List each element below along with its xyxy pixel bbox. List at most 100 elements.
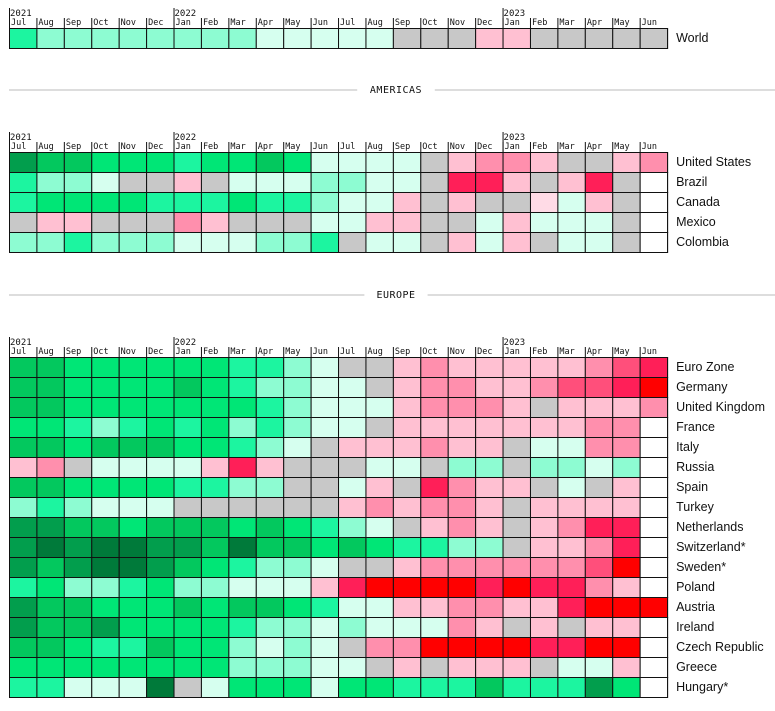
heatmap-cell [420, 677, 449, 698]
heatmap-cell [338, 28, 367, 49]
heatmap-cell [228, 397, 257, 418]
heatmap-cell [36, 557, 65, 578]
heatmap-cell [338, 212, 367, 233]
month-label: Mar [559, 142, 574, 152]
heatmap-cell [502, 677, 531, 698]
heatmap-cell [529, 457, 559, 478]
heatmap-cell [365, 377, 394, 398]
heatmap-cell [200, 517, 230, 538]
heatmap-cell [557, 537, 586, 558]
heatmap-cell [63, 357, 93, 378]
heatmap-cell [63, 677, 93, 698]
heatmap-cell [338, 457, 367, 478]
heatmap-cell [146, 637, 175, 658]
heatmap-cell [529, 637, 559, 658]
month-label: Aug [38, 347, 53, 357]
heatmap-cell [447, 597, 477, 618]
heatmap-cell [118, 457, 148, 478]
heatmap-cell [255, 477, 285, 498]
heatmap-cell [146, 497, 175, 518]
heatmap-cell [9, 597, 38, 618]
month-label: Apr [258, 347, 273, 357]
heatmap-cell [529, 517, 559, 538]
heatmap-cell [118, 397, 148, 418]
heatmap-cell [502, 28, 531, 49]
heatmap-cell [529, 377, 559, 398]
heatmap-cell [146, 457, 175, 478]
heatmap-cell [200, 537, 230, 558]
heatmap-cell [63, 437, 93, 458]
heatmap-cell [91, 677, 120, 698]
row-label-greece: Greece [676, 660, 717, 674]
month-label: Sep [66, 18, 81, 28]
heatmap-cell [228, 377, 257, 398]
heatmap-cell [283, 397, 312, 418]
heatmap-cell [612, 397, 641, 418]
heatmap-cell [584, 457, 614, 478]
month-label: Dec [148, 18, 163, 28]
heatmap-cell [173, 417, 202, 438]
heatmap-cell [146, 377, 175, 398]
month-label: Feb [532, 347, 547, 357]
heatmap-cell [447, 212, 477, 233]
heatmap-cell [118, 637, 148, 658]
heatmap-cell [557, 357, 586, 378]
heatmap-cell [392, 677, 422, 698]
month-label: Feb [532, 18, 547, 28]
heatmap-cell [584, 637, 614, 658]
heatmap-cell [365, 417, 394, 438]
heatmap-cell [310, 212, 340, 233]
heatmap-cell [283, 617, 312, 638]
heatmap-cell [338, 437, 367, 458]
heatmap-cell [639, 637, 669, 658]
heatmap-cell [146, 152, 175, 173]
heatmap-cell [283, 417, 312, 438]
heatmap-cell [502, 172, 531, 193]
heatmap-cell [228, 212, 257, 233]
heatmap-cell [502, 232, 531, 253]
heatmap-cell [502, 497, 531, 518]
month-label: Dec [148, 347, 163, 357]
heatmap-cell [392, 397, 422, 418]
heatmap-cell [310, 657, 340, 678]
heatmap-cell [36, 577, 65, 598]
heatmap-cell [63, 28, 93, 49]
heatmap-cell [365, 212, 394, 233]
heatmap-cell [338, 577, 367, 598]
heatmap-cell [447, 457, 477, 478]
heatmap-cell [639, 457, 669, 478]
heatmap-cell [36, 152, 65, 173]
heatmap-cell [420, 657, 449, 678]
heatmap-cell [173, 172, 202, 193]
heatmap-cell [146, 212, 175, 233]
heatmap-cell [475, 28, 504, 49]
heatmap-cell [36, 212, 65, 233]
heatmap-cell [310, 417, 340, 438]
heatmap-cell [200, 212, 230, 233]
heatmap-cell [173, 28, 202, 49]
heatmap-cell [283, 212, 312, 233]
row-label-canada: Canada [676, 195, 720, 209]
heatmap-cell [310, 557, 340, 578]
month-label: Jun [642, 142, 657, 152]
heatmap-cell [310, 172, 340, 193]
heatmap-cell [365, 517, 394, 538]
heatmap-cell [63, 557, 93, 578]
heatmap-cell [118, 357, 148, 378]
month-label: Feb [203, 142, 218, 152]
year-label-2021: 2021 [10, 133, 32, 143]
heatmap-cell [338, 397, 367, 418]
heatmap-cell [365, 677, 394, 698]
heatmap-cell [283, 577, 312, 598]
year-label-2022: 2022 [175, 338, 197, 348]
heatmap-cell [612, 192, 641, 213]
row-label-poland: Poland [676, 580, 715, 594]
heatmap-cell [36, 617, 65, 638]
heatmap-cell [173, 637, 202, 658]
heatmap-cell [447, 517, 477, 538]
heatmap-cell [365, 397, 394, 418]
heatmap-cell [557, 437, 586, 458]
heatmap-cell [283, 28, 312, 49]
heatmap-cell [228, 152, 257, 173]
heatmap-cell [228, 172, 257, 193]
